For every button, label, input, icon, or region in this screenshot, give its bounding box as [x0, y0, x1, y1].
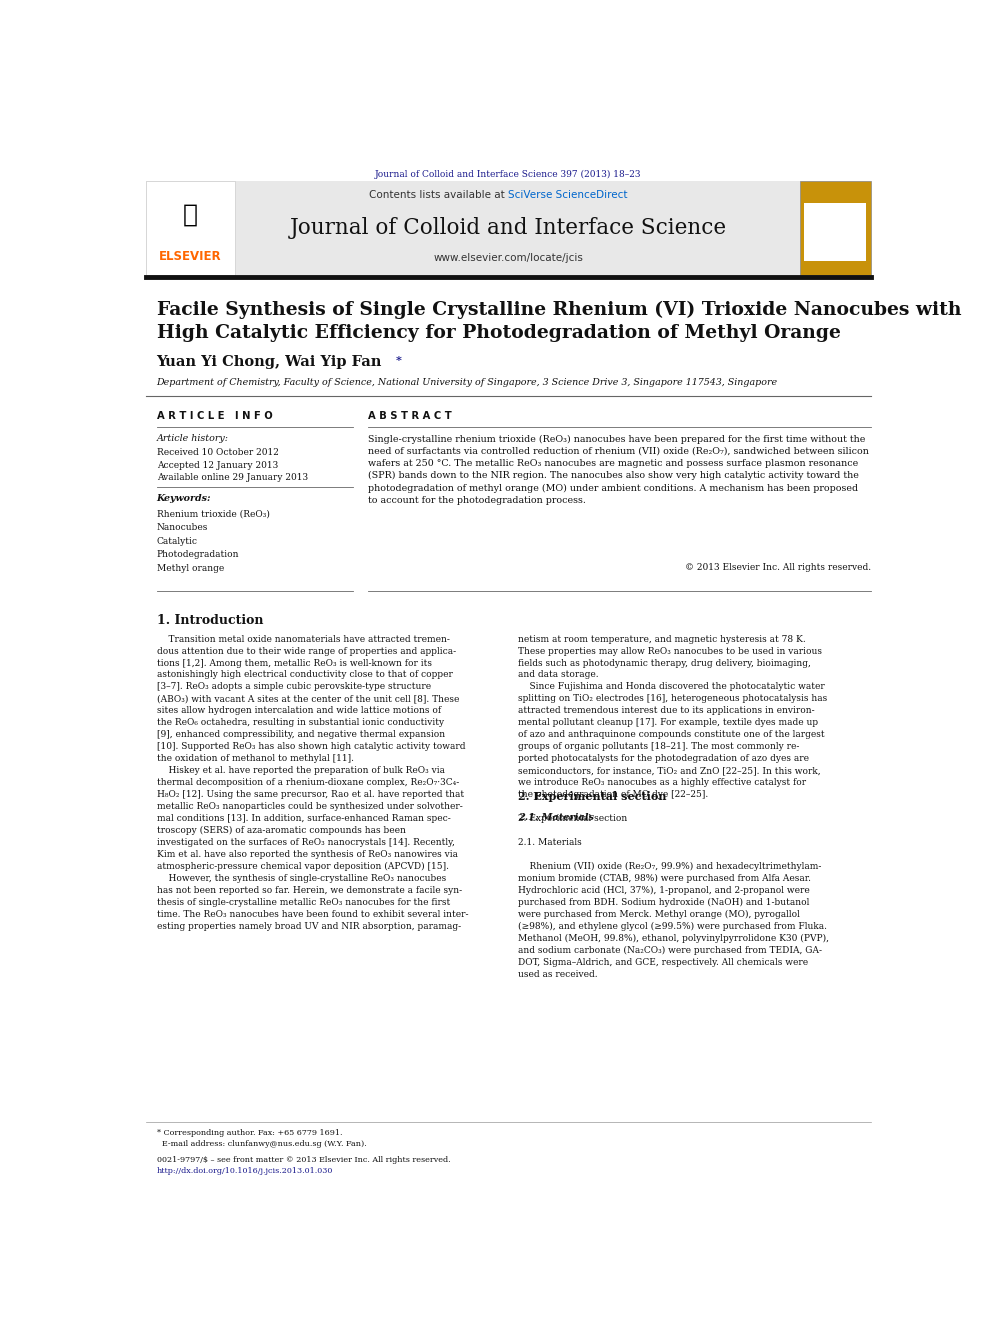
Text: Facile Synthesis of Single Crystalline Rhenium (VI) Trioxide Nanocubes with
High: Facile Synthesis of Single Crystalline R… [157, 302, 961, 343]
Text: E-mail address: clunfanwy@nus.edu.sg (W.Y. Fan).: E-mail address: clunfanwy@nus.edu.sg (W.… [157, 1139, 366, 1148]
Text: Catalytic: Catalytic [157, 537, 197, 546]
Bar [805, 204, 866, 261]
Text: netism at room temperature, and magnetic hysteresis at 78 K.
These properties ma: netism at room temperature, and magnetic… [518, 635, 828, 979]
Text: Accepted 12 January 2013: Accepted 12 January 2013 [157, 460, 278, 470]
Text: Received 10 October 2012: Received 10 October 2012 [157, 448, 279, 458]
Text: SciVerse ScienceDirect: SciVerse ScienceDirect [509, 191, 628, 200]
Text: 1. Introduction: 1. Introduction [157, 614, 263, 627]
Text: Single-crystalline rhenium trioxide (ReO₃) nanocubes have been prepared for the : Single-crystalline rhenium trioxide (ReO… [368, 434, 869, 504]
Text: Nanocubes: Nanocubes [157, 524, 208, 532]
Text: * Corresponding author. Fax: +65 6779 1691.: * Corresponding author. Fax: +65 6779 16… [157, 1129, 342, 1136]
Text: 2.1. Materials: 2.1. Materials [518, 812, 593, 822]
Text: Methyl orange: Methyl orange [157, 564, 224, 573]
Text: Photodegradation: Photodegradation [157, 550, 239, 560]
Text: 0021-9797/$ – see front matter © 2013 Elsevier Inc. All rights reserved.: 0021-9797/$ – see front matter © 2013 El… [157, 1156, 450, 1164]
Text: Keywords:: Keywords: [157, 495, 211, 504]
Text: 2. Experimental section: 2. Experimental section [518, 791, 667, 802]
Text: Available online 29 January 2013: Available online 29 January 2013 [157, 472, 308, 482]
Text: www.elsevier.com/locate/jcis: www.elsevier.com/locate/jcis [434, 253, 583, 263]
Bar [146, 181, 871, 275]
Bar [146, 181, 235, 275]
Text: © 2013 Elsevier Inc. All rights reserved.: © 2013 Elsevier Inc. All rights reserved… [684, 564, 871, 572]
Text: 🌲: 🌲 [183, 202, 197, 228]
Text: A B S T R A C T: A B S T R A C T [368, 411, 452, 421]
Text: Journal of Colloid and Interface Science 397 (2013) 18–23: Journal of Colloid and Interface Science… [375, 171, 642, 180]
Text: Contents lists available at: Contents lists available at [369, 191, 509, 200]
Text: http://dx.doi.org/10.1016/j.jcis.2013.01.030: http://dx.doi.org/10.1016/j.jcis.2013.01… [157, 1167, 333, 1175]
Text: A R T I C L E   I N F O: A R T I C L E I N F O [157, 411, 272, 421]
Text: ELSEVIER: ELSEVIER [159, 250, 221, 263]
Text: Transition metal oxide nanomaterials have attracted tremen-
dous attention due t: Transition metal oxide nanomaterials hav… [157, 635, 468, 930]
Text: Department of Chemistry, Faculty of Science, National University of Singapore, 3: Department of Chemistry, Faculty of Scie… [157, 378, 778, 388]
Text: Yuan Yi Chong, Wai Yip Fan: Yuan Yi Chong, Wai Yip Fan [157, 355, 382, 369]
Text: Rhenium trioxide (ReO₃): Rhenium trioxide (ReO₃) [157, 509, 270, 519]
Text: *: * [395, 355, 401, 366]
Text: Article history:: Article history: [157, 434, 228, 443]
Bar [800, 181, 871, 275]
Text: Journal of
Colloid and
Interface
Science: Journal of Colloid and Interface Science [818, 206, 853, 228]
Text: Journal of Colloid and Interface Science: Journal of Colloid and Interface Science [290, 217, 727, 238]
